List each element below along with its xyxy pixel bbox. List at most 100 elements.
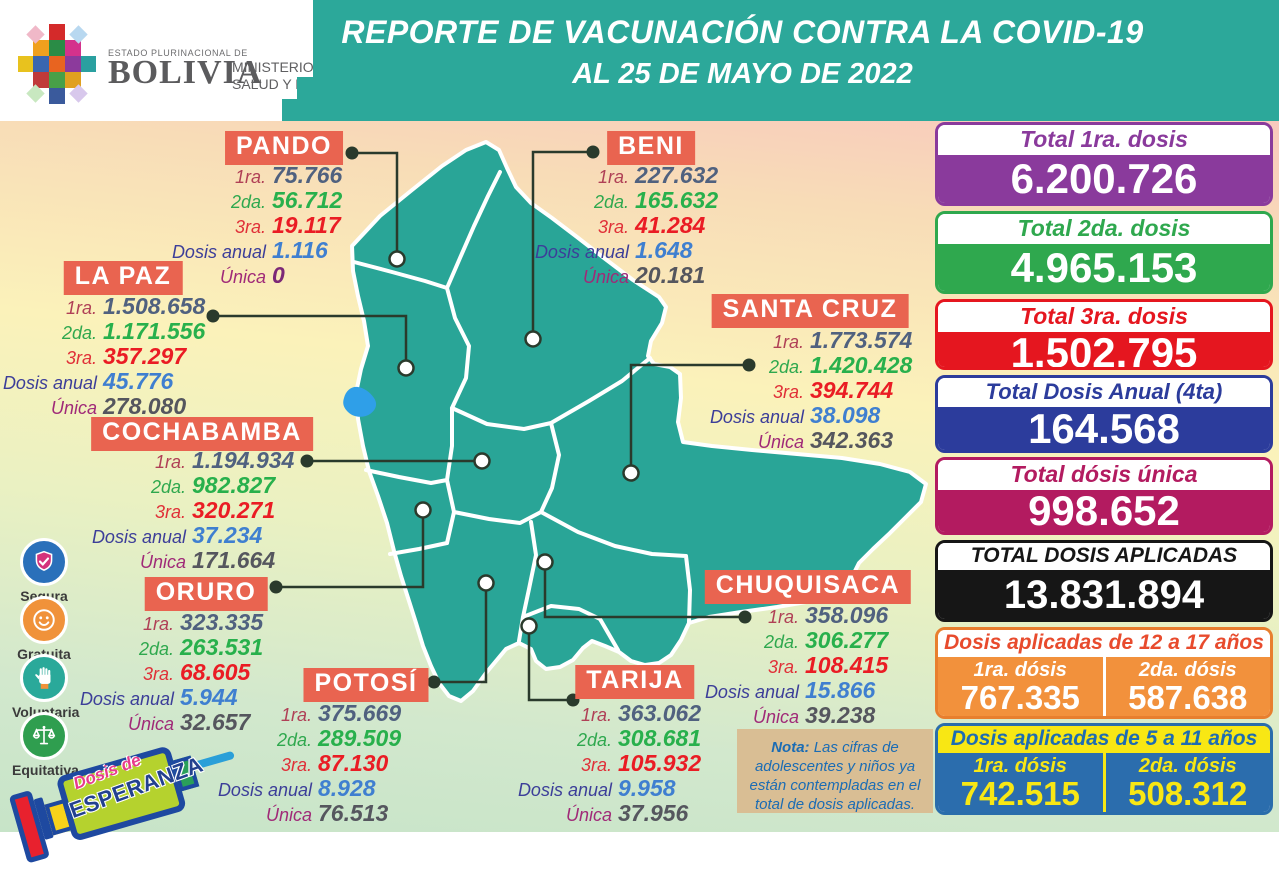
principle-voluntaria: Voluntaria bbox=[12, 654, 79, 720]
dept-stats-la-paz: 1ra. 1.508.658 2da. 1.171.556 3ra. 357.297 … bbox=[0, 295, 205, 420]
total-card-all-doses: TOTAL DOSIS APLICADAS 13.831.894 bbox=[935, 540, 1273, 622]
raised-hand-icon bbox=[20, 654, 68, 702]
stat-label: Única bbox=[565, 805, 612, 825]
age-dose-label: 2da. dósis bbox=[1138, 658, 1237, 681]
stat-value: 19.117 bbox=[272, 212, 341, 238]
stat-value: 358.096 bbox=[805, 602, 889, 628]
stat-label: Dosis anual bbox=[91, 527, 186, 547]
stat-label: Dosis anual bbox=[171, 242, 266, 262]
dept-title-beni: BENI bbox=[607, 131, 695, 165]
stat-value: 105.932 bbox=[618, 750, 702, 776]
stat-value: 32.657 bbox=[180, 709, 251, 735]
stat-value: 342.363 bbox=[810, 427, 894, 453]
stat-label: 1ra. bbox=[767, 607, 799, 627]
age-col-first-dose: 1ra. dósis 742.515 bbox=[938, 753, 1103, 812]
stat-label: 2da. bbox=[61, 323, 97, 343]
age-dose-value: 587.638 bbox=[1128, 678, 1248, 716]
stat-value: 1.648 bbox=[635, 237, 693, 263]
stat-value: 20.181 bbox=[635, 262, 706, 288]
stat-label: 3ra. bbox=[142, 664, 174, 684]
stat-label: 3ra. bbox=[234, 217, 266, 237]
stat-label: 2da. bbox=[230, 192, 266, 212]
title-banner bbox=[282, 0, 1279, 121]
stat-label: 2da. bbox=[150, 477, 186, 497]
divider bbox=[1102, 657, 1106, 716]
stat-label: Única bbox=[127, 714, 174, 734]
total-card-third-dose: Total 3ra. dosis 1.502.795 bbox=[935, 299, 1273, 370]
total-card-label: Total 2da. dosis bbox=[938, 214, 1270, 244]
bolivia-emblem-icon bbox=[18, 12, 96, 112]
age-dose-label: 2da. dósis bbox=[1138, 754, 1237, 777]
note-box: Nota: Las cifras de adolescentes y niños… bbox=[737, 729, 933, 813]
stat-label: 1ra. bbox=[65, 298, 97, 318]
gov-wordmark: ESTADO PLURINACIONAL DE BOLIVIA bbox=[108, 48, 263, 91]
dept-stats-oruro: 1ra. 323.335 2da. 263.531 3ra. 68.605 Dosis… bbox=[64, 611, 263, 736]
stat-label: 1ra. bbox=[580, 705, 612, 725]
dept-title-pando: PANDO bbox=[225, 131, 343, 165]
stat-label: 2da. bbox=[576, 730, 612, 750]
stat-label: 2da. bbox=[763, 632, 799, 652]
dept-stats-beni: 1ra. 227.632 2da. 165.632 3ra. 41.284 Dosis… bbox=[519, 164, 718, 289]
stat-value: 306.277 bbox=[805, 627, 889, 653]
stat-label: 2da. bbox=[593, 192, 629, 212]
total-card-annual-dose: Total Dosis Anual (4ta) 164.568 bbox=[935, 375, 1273, 453]
divider bbox=[1102, 753, 1106, 812]
scales-icon bbox=[20, 712, 68, 760]
note-text: Las cifras de adolescentes y niños ya es… bbox=[749, 739, 921, 813]
stat-label: Única bbox=[752, 707, 799, 727]
stat-value: 363.062 bbox=[618, 700, 702, 726]
dept-title-cochabamba: COCHABAMBA bbox=[91, 417, 313, 451]
stat-value: 38.098 bbox=[810, 402, 881, 428]
stat-value: 1.773.574 bbox=[810, 327, 913, 353]
stat-value: 227.632 bbox=[635, 162, 719, 188]
report-title-line2: AL 25 DE MAYO DE 2022 bbox=[572, 58, 913, 90]
dept-title-oruro: ORURO bbox=[144, 577, 268, 611]
total-card-value: 998.652 bbox=[938, 490, 1270, 532]
report-title-line1: REPORTE DE VACUNACIÓN CONTRA LA COVID-19 bbox=[341, 14, 1144, 50]
stat-value: 15.866 bbox=[805, 677, 876, 703]
stat-value: 76.513 bbox=[318, 800, 389, 826]
stat-value: 68.605 bbox=[180, 659, 251, 685]
stat-label: Dosis anual bbox=[704, 682, 799, 702]
stat-value: 323.335 bbox=[180, 609, 264, 635]
stat-value: 37.956 bbox=[618, 800, 689, 826]
dept-title-la-paz: LA PAZ bbox=[63, 261, 183, 295]
total-card-label: Total 1ra. dosis bbox=[938, 125, 1270, 155]
stat-value: 1.116 bbox=[272, 237, 328, 263]
stat-value: 39.238 bbox=[805, 702, 876, 728]
stat-label: 1ra. bbox=[597, 167, 629, 187]
country-name: BOLIVIA bbox=[108, 54, 263, 91]
stat-value: 165.632 bbox=[635, 187, 719, 213]
age-dose-value: 508.312 bbox=[1128, 774, 1248, 812]
stat-value: 75.766 bbox=[272, 162, 343, 188]
age-col-first-dose: 1ra. dósis 767.335 bbox=[938, 657, 1103, 716]
stat-label: 2da. bbox=[276, 730, 312, 750]
dept-title-santa-cruz: SANTA CRUZ bbox=[711, 294, 909, 328]
dept-stats-tarija: 1ra. 363.062 2da. 308.681 3ra. 105.932 Dosi… bbox=[502, 702, 701, 827]
stat-value: 45.776 bbox=[103, 368, 174, 394]
stat-label: Dosis anual bbox=[517, 780, 612, 800]
stat-label: Dosis anual bbox=[217, 780, 312, 800]
dept-stats-cochabamba: 1ra. 1.194.934 2da. 982.827 3ra. 320.271 Do… bbox=[76, 449, 294, 574]
stat-label: 2da. bbox=[138, 639, 174, 659]
stat-label: 2da. bbox=[768, 357, 804, 377]
total-card-value: 1.502.795 bbox=[938, 332, 1270, 367]
stat-label: Dosis anual bbox=[534, 242, 629, 262]
total-card-value: 6.200.726 bbox=[938, 155, 1270, 203]
dept-title-potosi: POTOSÍ bbox=[303, 668, 429, 702]
stat-value: 37.234 bbox=[192, 522, 263, 548]
stat-label: 1ra. bbox=[280, 705, 312, 725]
stat-value: 1.194.934 bbox=[192, 447, 295, 473]
principle-segura: Segura bbox=[12, 538, 76, 604]
stat-label: Única bbox=[265, 805, 312, 825]
note-title: Nota: bbox=[771, 739, 810, 756]
stat-label: 1ra. bbox=[154, 452, 186, 472]
dept-stats-pando: 1ra. 75.766 2da. 56.712 3ra. 19.117 Dosis a… bbox=[156, 164, 342, 289]
estado-plurinacional-label: ESTADO PLURINACIONAL DE bbox=[108, 48, 248, 58]
total-card-single-dose: Total dósis única 998.652 bbox=[935, 457, 1273, 535]
stat-value: 41.284 bbox=[635, 212, 706, 238]
stat-value: 394.744 bbox=[810, 377, 894, 403]
age-card-label: Dosis aplicadas de 12 a 17 años bbox=[938, 630, 1270, 657]
stat-value: 1.171.556 bbox=[103, 318, 206, 344]
stat-label: 3ra. bbox=[597, 217, 629, 237]
